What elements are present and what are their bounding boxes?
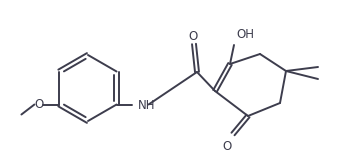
Text: O: O [188,30,198,42]
Text: NH: NH [137,99,155,112]
Text: OH: OH [236,29,254,41]
Text: O: O [35,98,44,111]
Text: O: O [222,140,232,153]
